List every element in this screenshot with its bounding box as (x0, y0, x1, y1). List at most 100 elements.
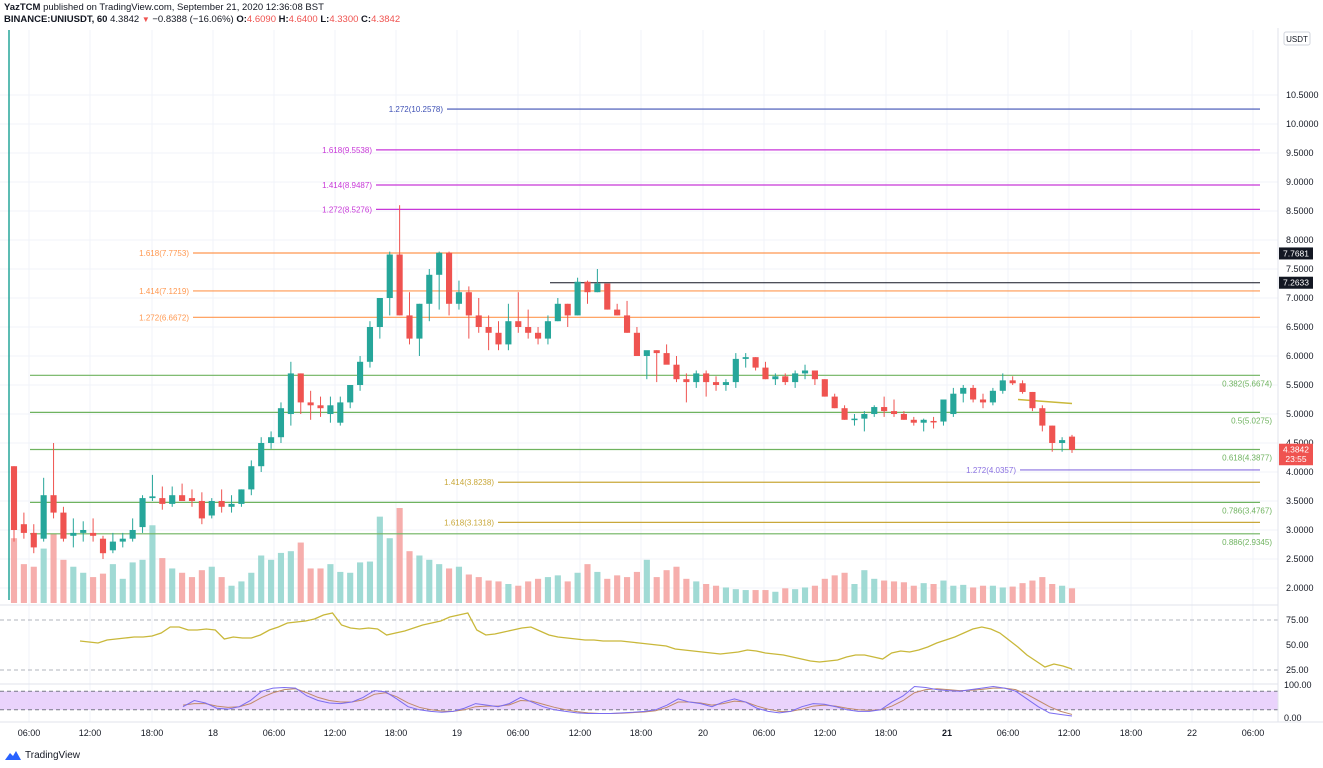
candle (881, 407, 888, 412)
publish-line: YazTCM published on TradingView.com, Sep… (4, 2, 400, 14)
candle (80, 530, 87, 533)
candle (376, 298, 383, 327)
time-tick: 18:00 (385, 728, 408, 738)
fib-label: 1.272(8.5276) (322, 205, 372, 214)
candle (890, 411, 898, 414)
candle (970, 387, 977, 400)
candle (258, 443, 265, 467)
candle (544, 321, 552, 339)
candle (653, 350, 660, 354)
fib-label: 0.5(5.0275) (1231, 416, 1272, 425)
candle (1049, 425, 1056, 443)
candle (455, 292, 463, 304)
candle (297, 373, 304, 403)
down-arrow-icon: ▼ (141, 15, 150, 24)
last-price: 4.3842 (110, 14, 140, 25)
publisher-name: YazTCM (4, 2, 41, 13)
candle (30, 532, 37, 548)
candle (495, 332, 502, 345)
candle (159, 498, 166, 504)
candle (327, 405, 334, 414)
fib-label: 1.414(8.9487) (322, 181, 372, 190)
tradingview-cloud-icon (5, 751, 21, 760)
candle (554, 303, 561, 322)
price-tick: 8.5000 (1286, 206, 1314, 216)
currency-badge[interactable]: USDT (1286, 35, 1308, 44)
candle (228, 503, 235, 507)
chart-canvas[interactable]: 1.272(10.2578) 1.618(9.5538) 1.414(8.9487)… (0, 28, 1323, 748)
candle (752, 357, 759, 368)
price-tick: 3.0000 (1286, 525, 1314, 535)
price-tick: 4.5000 (1286, 438, 1314, 448)
stoch-tick: 100.00 (1284, 680, 1312, 690)
fib-label: 1.618(3.1318) (444, 518, 494, 527)
time-tick: 22 (1187, 728, 1197, 738)
fib-label: 1.618(7.7753) (139, 249, 189, 258)
candle (475, 315, 482, 327)
candle (505, 321, 512, 345)
tradingview-logo[interactable]: TradingView (4, 750, 80, 761)
low-value: 4.3300 (329, 14, 359, 25)
candle (1009, 380, 1016, 384)
high-value: 4.6400 (288, 14, 318, 25)
candle (623, 315, 631, 333)
fib-label: 0.618(4.3877) (1222, 454, 1272, 463)
price-tick: 7.0000 (1286, 293, 1314, 303)
rsi-pane: 75.00 50.00 25.00 (0, 612, 1309, 675)
candle (732, 358, 739, 383)
candle (564, 303, 571, 316)
low-label: L: (320, 14, 330, 25)
stoch-rsi-pane: 100.00 0.00 (0, 680, 1312, 723)
fib-label: 0.886(2.9345) (1222, 538, 1272, 547)
candle (99, 538, 107, 554)
brand-label: TradingView (25, 750, 81, 761)
candle (910, 419, 917, 423)
fib-label: 1.272(6.6672) (139, 313, 189, 322)
price-marker: 23:55 (1285, 454, 1307, 464)
candle (357, 361, 364, 385)
chart-header: YazTCM published on TradingView.com, Sep… (4, 2, 400, 26)
candle (663, 353, 670, 365)
candle (416, 303, 423, 339)
price-marker: 7.2633 (1283, 278, 1309, 288)
candle (188, 498, 196, 501)
candle (782, 376, 789, 383)
time-tick: 18:00 (141, 728, 164, 738)
time-tick: 06:00 (507, 728, 530, 738)
candle (347, 385, 354, 403)
candle (139, 498, 146, 528)
candle (60, 512, 67, 539)
stoch-tick: 0.00 (1284, 713, 1302, 723)
candle (50, 495, 57, 513)
candle (792, 373, 799, 383)
time-tick: 20 (698, 728, 708, 738)
volume-bars (10, 508, 1076, 603)
candle (366, 327, 374, 362)
candle (831, 396, 838, 409)
candle (989, 390, 996, 403)
candle (287, 373, 294, 414)
time-axis[interactable]: 06:00 12:00 18:00 18 06:00 12:00 18:00 19 06:00 1… (18, 728, 1265, 738)
candle (109, 541, 116, 551)
price-tick: 8.0000 (1286, 235, 1314, 245)
candle (426, 274, 433, 304)
candle (762, 367, 769, 380)
candle (999, 380, 1006, 391)
time-tick: 18:00 (875, 728, 898, 738)
price-axis[interactable]: 10.5000 10.0000 9.5000 9.0000 8.5000 8.0000 7.… (0, 28, 1323, 723)
candle (218, 501, 225, 507)
candle (20, 524, 27, 533)
rsi-tick: 75.00 (1286, 615, 1309, 625)
fib-label: 1.414(3.8238) (444, 478, 494, 487)
candle (821, 379, 828, 397)
price-tick: 3.5000 (1286, 496, 1314, 506)
candle (446, 252, 453, 304)
grid (0, 30, 1278, 722)
time-tick: 12:00 (324, 728, 347, 738)
time-tick: 19 (452, 728, 462, 738)
candle (703, 373, 710, 383)
price-change: −0.8388 (−16.06%) (152, 14, 234, 25)
candle (1029, 391, 1036, 409)
candle (900, 414, 907, 420)
candle (534, 332, 542, 339)
